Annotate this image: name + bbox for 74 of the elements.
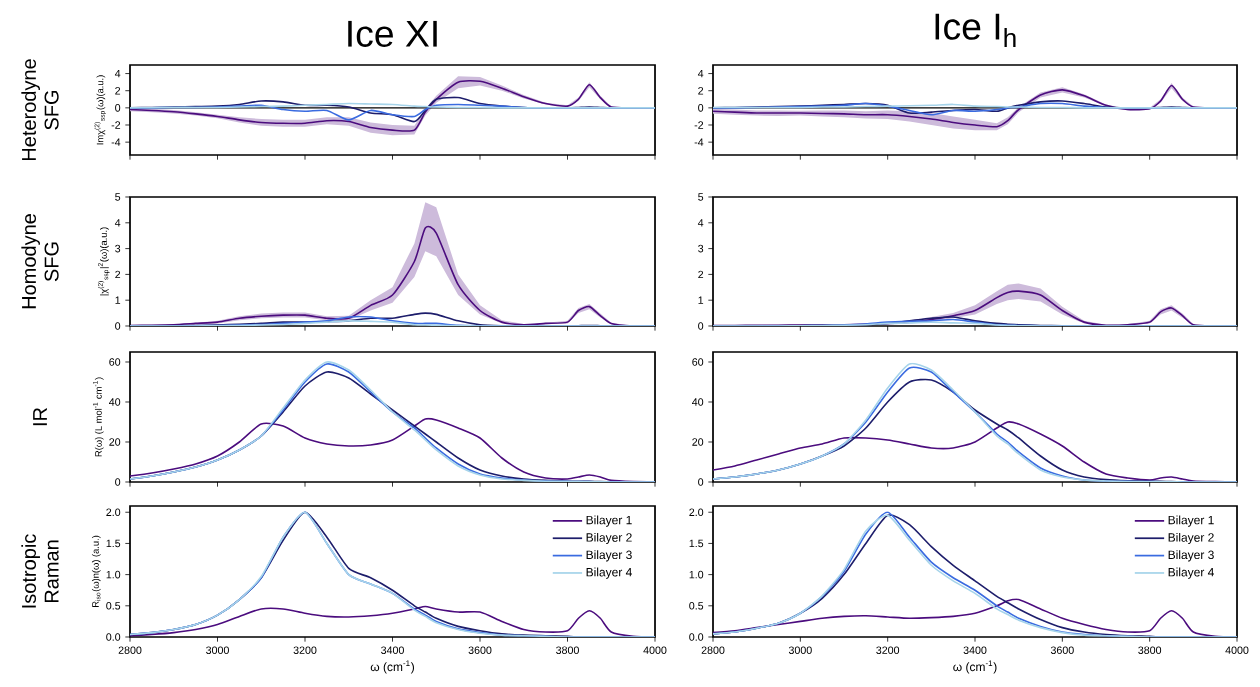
legend-label: Bilayer 4 (1168, 567, 1214, 579)
y-tick-label: -2 (694, 121, 704, 129)
legend-label: Bilayer 4 (586, 567, 632, 579)
y-tick-label: 60 (109, 358, 121, 366)
y-tick-label: 3 (698, 244, 704, 253)
y-tick-label: 0 (115, 322, 121, 330)
legend-label: Bilayer 1 (586, 515, 632, 527)
y-tick-label: 0 (698, 478, 704, 486)
y-tick-label: 1.0 (689, 570, 704, 579)
y-tick-label: 2.0 (689, 508, 704, 517)
y-tick-label: 4 (697, 219, 704, 227)
y-tick-label: 0 (698, 104, 704, 112)
y-tick-label: 20 (692, 438, 704, 446)
y-tick-label: 1 (115, 296, 121, 304)
y-axis-title: R$_{iso}$(ω)n(ω) (a.u.) (91, 535, 101, 607)
x-tick-label: 3000 (206, 646, 229, 654)
y-tick-label: 60 (692, 358, 704, 366)
y-tick-label: 0.0 (689, 633, 704, 641)
text: IR (33, 407, 47, 426)
y-axis-title: R(ω) (L mol$^{-1}$ cm$^{-1}$) (93, 377, 104, 457)
y-tick-label: 0.5 (689, 602, 704, 610)
y-tick-label: -4 (111, 138, 121, 146)
x-tick-label: 2800 (118, 646, 142, 654)
x-tick-label: 3200 (876, 646, 900, 654)
y-tick-label: 2 (115, 86, 121, 95)
y-tick-label: 1.5 (689, 539, 704, 548)
x-tick-label: 3400 (963, 646, 987, 654)
legend-label: Bilayer 3 (1168, 550, 1214, 562)
y-tick-label: 5 (698, 193, 704, 201)
x-axis-title: ω (cm$^{-1}$) (370, 660, 415, 674)
x-tick-label: 4000 (643, 646, 667, 654)
y-tick-label: 0 (115, 104, 121, 112)
y-tick-label: 2 (698, 86, 704, 95)
legend-label: Bilayer 2 (1168, 532, 1214, 545)
legend-label: Bilayer 1 (1168, 515, 1214, 527)
y-tick-label: 1.0 (106, 570, 121, 579)
y-tick-label: -2 (111, 121, 121, 129)
x-tick-label: 4000 (1225, 646, 1249, 654)
text: Heterodyne SFG (21, 59, 59, 161)
x-axis-title: ω (cm$^{-1}$) (953, 660, 997, 674)
y-tick-label: 20 (109, 438, 121, 446)
y-tick-label: 4 (697, 69, 704, 78)
legend-label: Bilayer 3 (586, 550, 632, 562)
y-tick-label: 0 (115, 478, 121, 486)
y-tick-label: 4 (114, 219, 121, 227)
x-tick-label: 3800 (556, 646, 579, 654)
y-tick-label: 1.5 (106, 539, 121, 548)
y-tick-label: 3 (115, 244, 121, 253)
text: Isotropic Raman (21, 534, 59, 608)
y-tick-label: 2 (115, 270, 121, 279)
y-tick-label: 1 (698, 296, 704, 304)
y-tick-label: 0.5 (106, 602, 121, 610)
x-tick-label: 3200 (293, 646, 317, 654)
y-tick-label: -4 (694, 138, 704, 146)
x-tick-label: 3000 (788, 646, 812, 654)
y-tick-label: 4 (114, 69, 121, 78)
text: Homodyne SFG (21, 214, 59, 309)
y-tick-label: 0 (698, 322, 704, 330)
legend-label: Bilayer 2 (586, 532, 632, 545)
x-tick-label: 2800 (701, 646, 725, 654)
chart-title: Ice XI (348, 20, 437, 47)
x-tick-label: 3400 (381, 646, 404, 654)
y-tick-label: 5 (115, 193, 121, 201)
y-tick-label: 2 (698, 270, 704, 279)
x-tick-label: 3800 (1138, 646, 1162, 654)
y-tick-label: 40 (692, 398, 704, 406)
y-tick-label: 2.0 (106, 508, 121, 517)
x-tick-label: 3600 (468, 646, 492, 654)
chart-title: Ice I$_{h}$ (935, 13, 1016, 47)
y-axis-title: Imχ$^{(2)}$$_{ssp}$(ω)(a.u.) (94, 75, 106, 145)
y-axis-title: |χ$^{(2)}$$_{ssp}$|$^{2}$(ω)(a.u.) (97, 227, 110, 296)
y-tick-label: 40 (109, 398, 121, 406)
x-tick-label: 3600 (1050, 646, 1074, 654)
y-tick-label: 0.0 (106, 633, 121, 641)
